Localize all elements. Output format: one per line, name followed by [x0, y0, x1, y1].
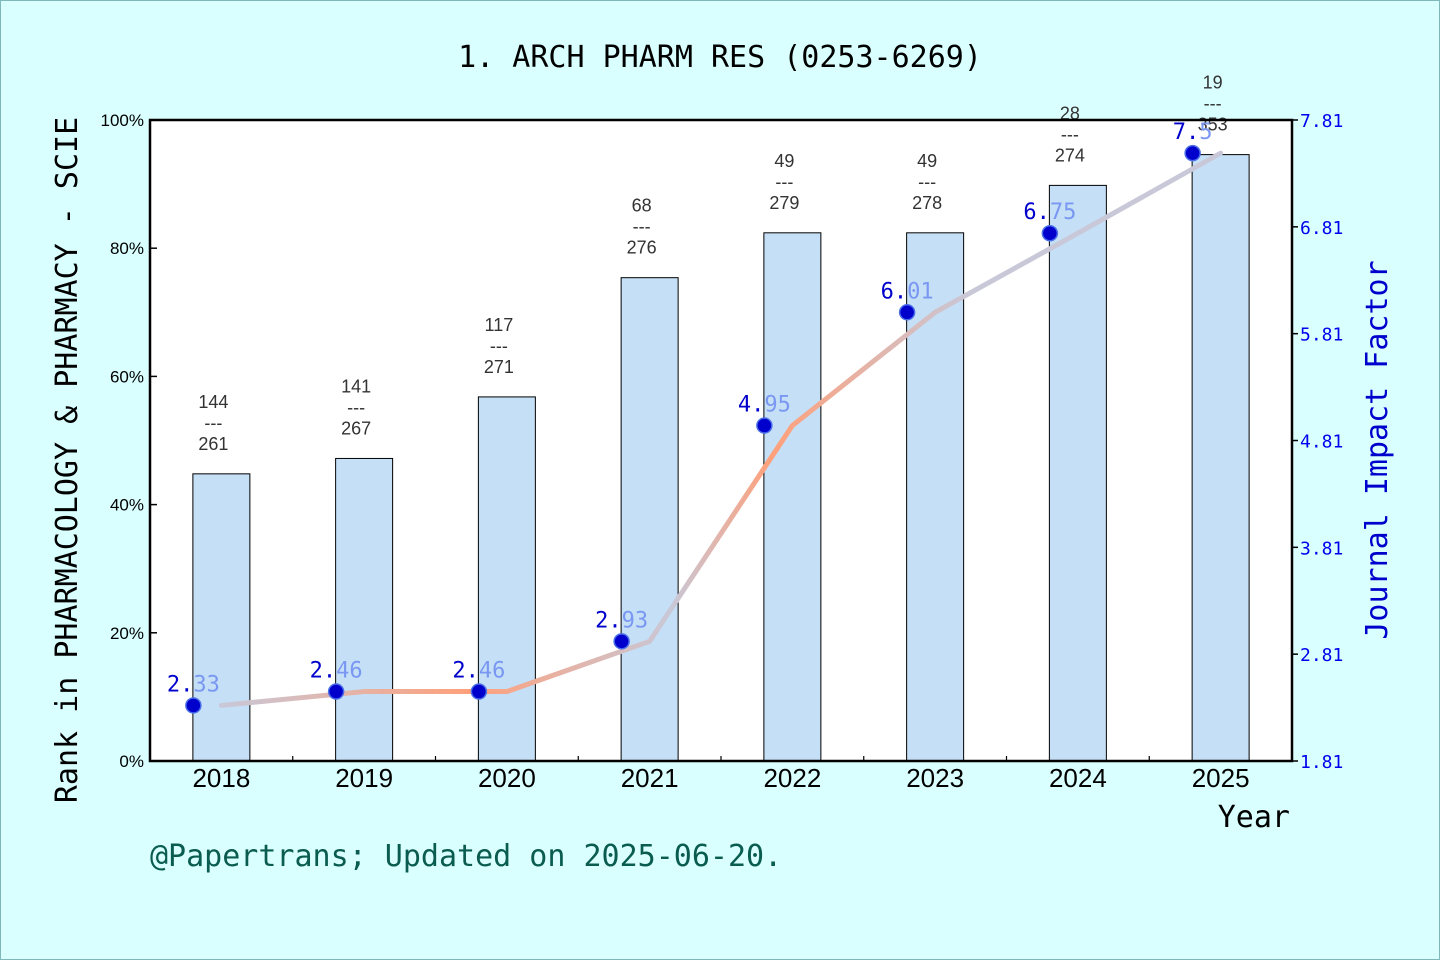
rank-value: 144	[198, 392, 228, 412]
impact-factor-label-2022: 4.95	[738, 393, 791, 418]
impact-factor-label-2025: 7.5	[1173, 120, 1213, 145]
x-tick-label: 2022	[763, 763, 821, 793]
y-right-tick-label: 4.81	[1300, 432, 1343, 453]
rank-separator: ---	[1204, 94, 1222, 114]
bar-2020	[477, 396, 536, 762]
rank-value: 68	[632, 196, 652, 216]
rank-value: 28	[1060, 103, 1080, 123]
rank-label-2020: 117---271	[484, 315, 514, 377]
impact-factor-point-2021	[613, 633, 630, 650]
rank-value: 19	[1203, 73, 1223, 93]
impact-factor-label-2018: 2.33	[167, 672, 220, 697]
rank-label-2023: 49---278	[912, 151, 942, 213]
impact-factor-point-2020	[470, 683, 488, 700]
bar-2019	[335, 457, 394, 762]
rank-separator: ---	[204, 413, 222, 433]
rank-label-2021: 68---276	[627, 196, 657, 258]
x-tick-label: 2020	[478, 763, 536, 793]
x-tick-label: 2021	[621, 763, 679, 793]
rank-total: 274	[1055, 145, 1085, 165]
footer-credit: @Papertrans; Updated on 2025-06-20.	[150, 839, 782, 874]
rank-separator: ---	[1061, 124, 1079, 144]
rank-label-2019: 141---267	[341, 376, 371, 438]
y-tick-label: 0%	[119, 752, 144, 771]
rank-value: 141	[341, 376, 371, 396]
x-tick-label: 2018	[192, 763, 250, 793]
impact-factor-label-2020: 2.46	[452, 659, 505, 684]
impact-factor-point-2025	[1184, 144, 1201, 162]
rank-label-2022: 49---279	[769, 151, 799, 213]
y-tick-label: 100%	[101, 111, 144, 130]
rank-total: 271	[484, 357, 514, 377]
impact-factor-line	[218, 150, 1224, 708]
rank-separator: ---	[775, 172, 793, 192]
chart-title: 1. ARCH PHARM RES (0253-6269)	[458, 40, 982, 75]
bar-2025	[1191, 154, 1250, 762]
y-right-tick-label: 2.81	[1300, 645, 1343, 666]
rank-label-2018: 144---261	[198, 392, 228, 454]
y-axis-right-label: Journal Impact Factor	[1360, 260, 1395, 639]
y-tick-label: 80%	[110, 239, 144, 258]
bar-2024	[1048, 184, 1107, 762]
y-right-tick-label: 7.81	[1300, 111, 1343, 132]
rank-total: 278	[912, 193, 942, 213]
x-tick-label: 2019	[335, 763, 393, 793]
x-tick-label: 2023	[906, 763, 964, 793]
rank-separator: ---	[490, 336, 508, 356]
impact-factor-label-2024: 6.75	[1023, 200, 1076, 225]
rank-value: 117	[485, 315, 514, 335]
bar-2018	[192, 473, 251, 762]
rank-value: 49	[917, 151, 937, 171]
y-right-tick-label: 6.81	[1300, 218, 1343, 239]
impact-factor-label-2021: 2.93	[595, 608, 648, 633]
x-tick-label: 2024	[1049, 763, 1107, 793]
rank-separator: ---	[918, 172, 936, 192]
x-tick-label: 2025	[1192, 763, 1250, 793]
y-tick-label: 60%	[110, 367, 144, 386]
y-right-tick-label: 1.81	[1300, 752, 1343, 773]
rank-separator: ---	[633, 217, 651, 237]
y-tick-label: 20%	[110, 624, 144, 643]
x-axis-label: Year	[1218, 800, 1290, 835]
y-right-tick-label: 3.81	[1300, 538, 1343, 559]
impact-factor-point-2024	[1041, 224, 1059, 242]
impact-factor-point-2019	[327, 683, 345, 700]
rank-total: 267	[341, 418, 371, 438]
y-tick-label: 40%	[110, 496, 144, 515]
impact-factor-label-2023: 6.01	[881, 279, 934, 304]
impact-factor-point-2018	[185, 697, 202, 714]
rank-label-2024: 28---274	[1055, 103, 1085, 165]
impact-factor-point-2023	[898, 304, 916, 321]
rank-separator: ---	[347, 397, 365, 417]
rank-total: 279	[769, 193, 799, 213]
rank-total: 276	[627, 238, 657, 258]
bar-2023	[906, 232, 965, 762]
y-right-tick-label: 5.81	[1300, 325, 1343, 346]
rank-value: 49	[774, 151, 794, 171]
impact-factor-label-2019: 2.46	[310, 659, 363, 684]
bar-2022	[763, 232, 822, 762]
y-axis-label: Rank in PHARMACOLOGY & PHARMACY - SCIE	[50, 117, 85, 803]
impact-factor-point-2022	[756, 417, 773, 434]
rank-total: 261	[198, 434, 228, 454]
bar-2021	[620, 277, 679, 762]
